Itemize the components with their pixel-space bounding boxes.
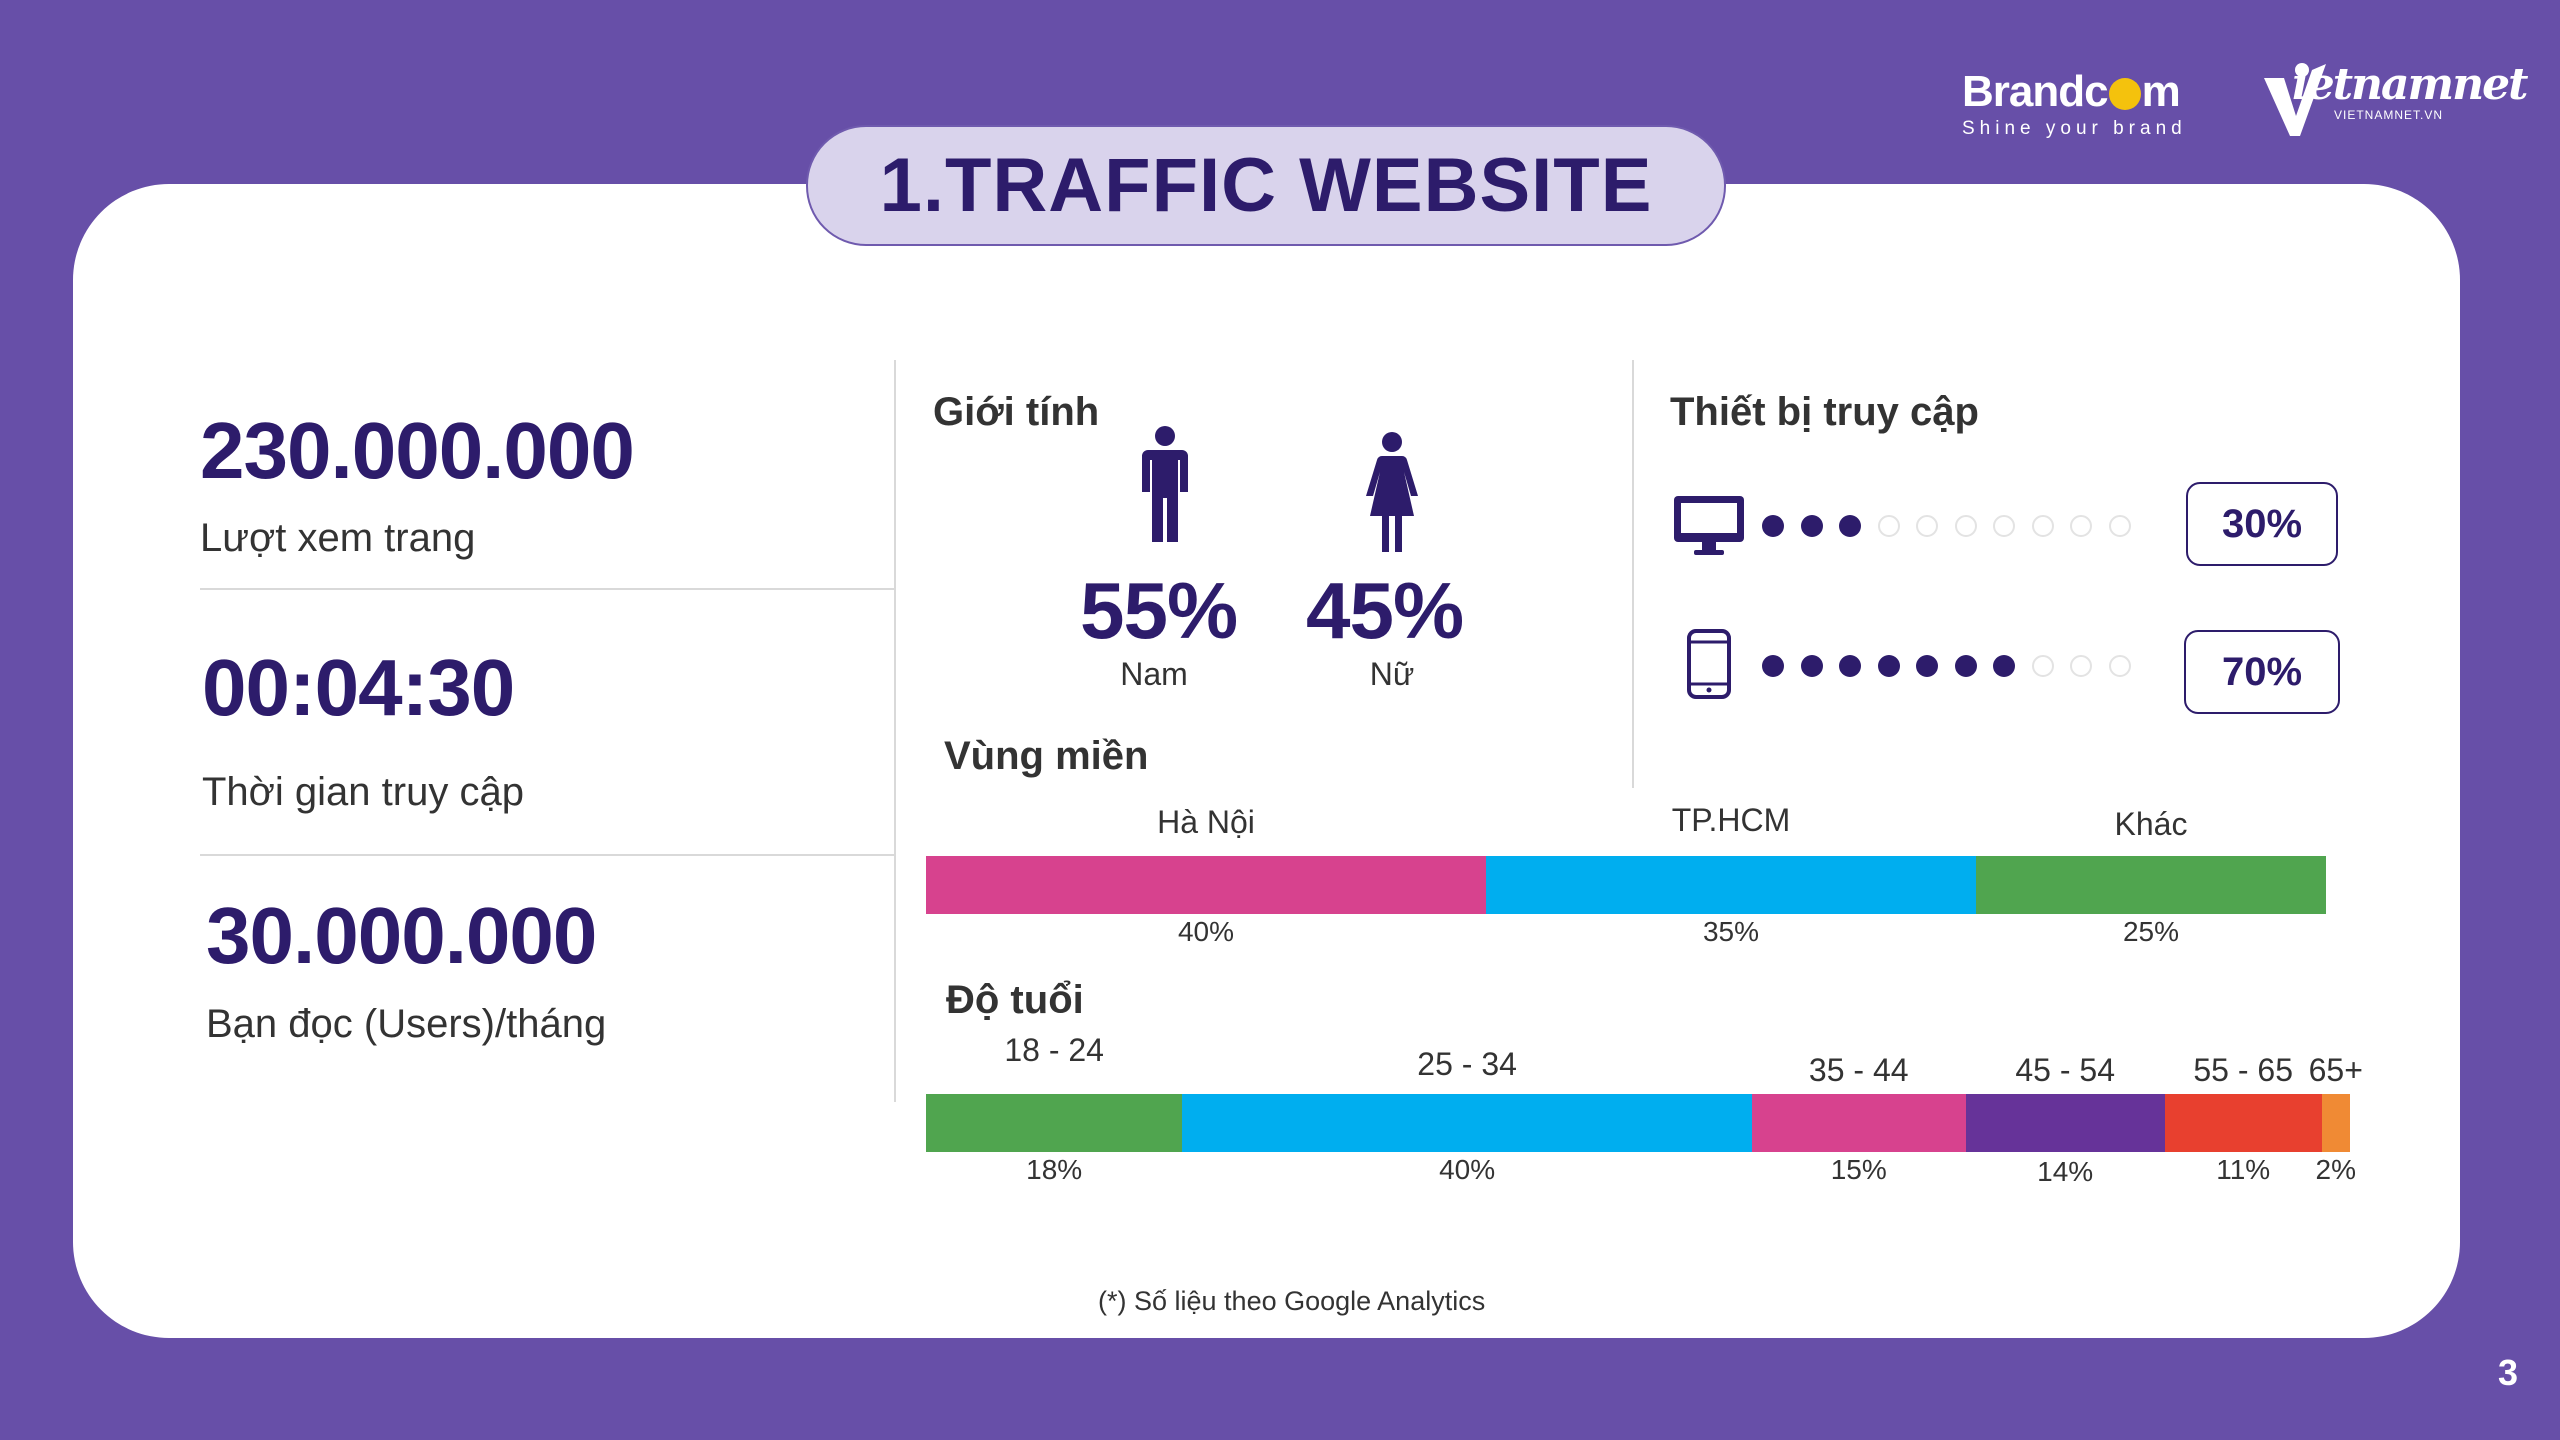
meter-dot [1916,515,1938,537]
mobile-pct-box: 70% [2184,630,2340,714]
region-segment [926,856,1486,914]
meter-dot [1800,515,1823,537]
meter-dot [2031,655,2054,677]
age-segment-pct: 15% [1830,1154,1887,1185]
meter-dot [2031,515,2054,537]
age-pcts: 18% 40% 15% 14% 11% 2% [926,1154,2356,1190]
brandcom-word-right: m [2141,67,2181,116]
female-pct: 45% [1306,566,1464,655]
meter-dot [2070,515,2092,537]
age-segment-label: 45 - 54 [2015,1052,2115,1088]
male-label: Nam [1120,656,1188,692]
mobile-dot-meter [1762,654,2142,678]
brandcom-word-left: Brandc [1962,67,2109,116]
desktop-dot-meter [1762,514,2142,538]
age-segment [1751,1094,1966,1152]
meter-dot [1916,655,1938,677]
stat-session-time-value: 00:04:30 [202,643,515,732]
stat-pageviews-value: 230.000.000 [200,406,635,495]
age-segment-pct: 14% [2037,1156,2094,1187]
age-segment-label: 35 - 44 [1808,1052,1909,1088]
brandcom-sun-icon [2108,78,2141,110]
divider [200,854,895,856]
age-labels: 18 - 24 25 - 34 35 - 44 45 - 54 55 - 65 65+ [926,1032,2363,1088]
vietnamnet-logo: ietnamnet VIETNAMNET.VN [2262,59,2528,140]
title-pill: 1.TRAFFIC WEBSITE [806,125,1726,246]
region-segment-pct: 35% [1702,916,1760,947]
meter-dot [2070,655,2092,677]
age-segment-label: 65+ [2308,1052,2363,1088]
age-segment [2321,1094,2350,1152]
vietnamnet-url: VIETNAMNET.VN [2334,108,2444,122]
vietnamnet-v-icon [2264,63,2326,136]
meter-dot [1839,515,1861,537]
meter-dot [1877,655,1900,677]
region-segment-label: TP.HCM [1671,802,1791,838]
footnote: (*) Số liệu theo Google Analytics [1098,1286,1486,1316]
page-title: 1.TRAFFIC WEBSITE [879,143,1653,228]
region-bar [926,856,2326,914]
meter-dot [1762,655,1784,677]
age-segment-pct: 11% [2216,1154,2271,1185]
region-segment-pct: 25% [2122,916,2180,947]
meter-dot [1839,655,1861,677]
column-divider [894,360,896,1102]
divider [200,588,895,590]
meter-dot [1762,515,1784,537]
meter-dot [2108,655,2131,677]
brandcom-tagline: Shine your brand [1962,118,2187,139]
region-segment-label: Hà Nội [1157,804,1255,840]
region-title: Vùng miền [944,734,1149,778]
gender-title: Giới tính [933,390,1100,434]
age-segment [2164,1094,2322,1152]
stat-users-value: 30.000.000 [206,891,597,980]
meter-dot [1993,515,2015,537]
meter-dot [1877,515,1900,537]
devices-title: Thiết bị truy cập [1670,390,1979,434]
region-segment [1976,856,2326,914]
age-segment-pct: 2% [2315,1154,2356,1185]
meter-dot [2108,515,2131,537]
age-segment [926,1094,1183,1152]
age-title: Độ tuổi [946,978,1084,1022]
page-number: 3 [2498,1352,2519,1393]
vietnamnet-word: ietnamnet [2292,59,2528,110]
meter-dot [1954,515,1977,537]
age-bar [926,1094,2350,1152]
region-segment [1486,856,1976,914]
region-segment-pct: 40% [1177,916,1235,947]
meter-dot [1954,655,1977,677]
male-person-icon [1142,426,1188,542]
age-segment [1182,1094,1752,1152]
age-segment-label: 18 - 24 [1004,1032,1104,1068]
age-segment-pct: 18% [1026,1154,1083,1185]
desktop-monitor-icon [1674,496,1744,555]
age-segment-label: 55 - 65 [2193,1052,2293,1088]
region-segment-label: Khác [2114,806,2188,842]
age-segment-label: 25 - 34 [1417,1046,1517,1082]
meter-dot [1800,655,1823,677]
meter-dot [1993,655,2015,677]
brandcom-logo: Brandc m Shine your brand [1962,67,2192,140]
age-segment [1965,1094,2165,1152]
age-segment-pct: 40% [1439,1154,1496,1185]
stat-pageviews-label: Lượt xem trang [200,516,476,560]
female-person-icon [1366,432,1418,552]
stat-session-time-label: Thời gian truy cập [202,770,524,814]
stat-users-label: Bạn đọc (Users)/tháng [206,1002,607,1046]
region-labels: Hà Nội TP.HCM Khác [926,802,2326,844]
male-pct: 55% [1080,566,1238,655]
female-label: Nữ [1369,656,1415,692]
desktop-pct-box: 30% [2186,482,2338,566]
column-divider [1632,360,1634,788]
region-pcts: 40% 35% 25% [926,916,2326,952]
smartphone-icon [1687,629,1731,699]
